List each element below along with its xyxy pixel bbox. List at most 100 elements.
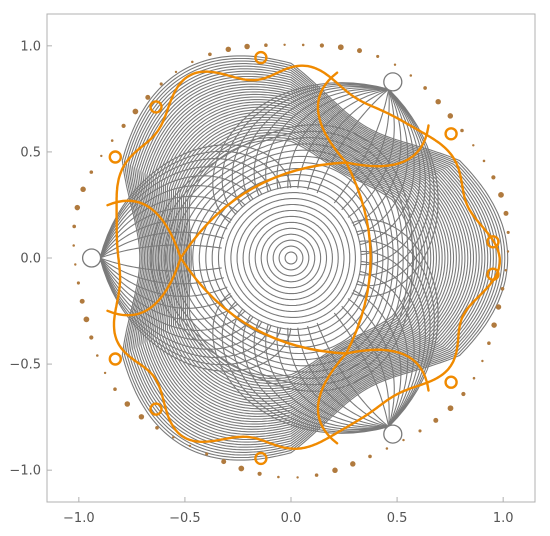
separatrix-curl xyxy=(254,451,268,466)
boundary-dot xyxy=(447,113,454,119)
separatrix-branch xyxy=(106,256,182,317)
singularity-holes xyxy=(81,72,403,444)
boundary-dot xyxy=(472,376,476,380)
boundary-dot xyxy=(337,44,344,51)
inner-contour-line xyxy=(278,245,304,271)
boundary-dot xyxy=(80,186,86,193)
outer-contour-line xyxy=(125,60,503,456)
fan-contour-line xyxy=(351,219,439,428)
fan-contour-line xyxy=(360,88,426,266)
outer-contour-line xyxy=(152,93,466,423)
inner-contour-line xyxy=(284,251,298,265)
inner-contour-line xyxy=(230,198,351,318)
y-axis-ticks: 1.0 0.5 0.0 −0.5 −1.0 xyxy=(9,39,52,479)
boundary-dot xyxy=(357,48,362,54)
fan-contour-line xyxy=(99,257,246,331)
boundary-dot xyxy=(435,98,441,105)
outer-contour-line xyxy=(148,88,472,428)
fan-contour-line xyxy=(231,84,389,208)
boundary-dot xyxy=(221,459,227,465)
boundary-dot xyxy=(481,359,484,363)
fan-contour-line xyxy=(355,229,435,428)
outer-contour-line xyxy=(164,109,449,407)
outer-contour-line xyxy=(182,131,423,385)
boundary-dot xyxy=(482,159,486,163)
contour-lines xyxy=(99,55,509,461)
boundary-dot xyxy=(283,43,286,47)
boundary-dot xyxy=(172,436,175,439)
separatrix-branch xyxy=(345,348,430,392)
boundary-dot xyxy=(447,405,454,412)
boundary-dot xyxy=(238,465,245,472)
inner-contour-line xyxy=(205,174,373,342)
separatrix-curl xyxy=(108,150,123,164)
boundary-dot xyxy=(314,473,319,477)
boundary-dot xyxy=(208,52,212,57)
boundary-dot xyxy=(491,175,496,180)
x-tick-label: 0.5 xyxy=(387,511,408,526)
outer-contour-line xyxy=(158,101,457,415)
boundary-dot xyxy=(188,444,192,448)
boundary-dot xyxy=(96,354,99,357)
boundary-dot xyxy=(500,286,505,291)
fan-contour-line xyxy=(359,240,431,428)
inner-contour-line xyxy=(198,168,379,348)
boundary-dot xyxy=(498,192,504,198)
y-tick-label: 0.0 xyxy=(20,252,41,267)
outer-contour-line xyxy=(134,70,492,446)
boundary-dot xyxy=(89,170,94,174)
outer-contour-line xyxy=(168,114,443,402)
x-tick-label: 1.0 xyxy=(493,511,514,526)
outer-contour-line xyxy=(136,73,489,443)
boundary-dot xyxy=(350,461,356,467)
boundary-dot xyxy=(301,43,305,47)
boundary-dot xyxy=(89,335,94,340)
boundary-dot xyxy=(296,476,299,479)
fan-contour-line xyxy=(276,326,389,428)
outer-contour-line xyxy=(160,104,455,412)
outer-contour-line xyxy=(138,75,486,441)
separatrix-curl xyxy=(444,127,458,141)
boundary-dot xyxy=(376,54,380,58)
y-tick-label: 0.5 xyxy=(20,145,41,160)
separatrix-curl xyxy=(254,50,268,65)
boundary-dot xyxy=(491,322,497,328)
fan-contour-line xyxy=(99,207,233,259)
fan-contour-line xyxy=(360,250,426,428)
inner-contour-line xyxy=(164,137,404,379)
fan-contour-line xyxy=(242,314,389,431)
outer-contour-line xyxy=(140,78,483,438)
fan-contour-line xyxy=(99,257,292,372)
boundary-dot xyxy=(385,447,389,450)
singularity-hole xyxy=(81,248,102,268)
fan-contour-line xyxy=(212,292,389,434)
boundary-dot xyxy=(472,144,475,147)
y-tick-label: −1.0 xyxy=(9,464,41,479)
outer-contour-line xyxy=(180,129,426,387)
separatrix-outer-loop xyxy=(112,64,501,450)
fan-contour-line xyxy=(360,260,421,428)
outer-contour-line xyxy=(170,116,440,400)
boundary-dot xyxy=(460,128,464,133)
inner-contour-line xyxy=(192,161,384,355)
outer-contour-line xyxy=(129,65,497,451)
fan-contour-line xyxy=(221,301,389,433)
singularity-hole xyxy=(383,424,403,444)
fan-contour-line xyxy=(333,312,390,427)
fan-contour-line xyxy=(265,324,389,428)
outer-contour-line xyxy=(123,57,506,459)
boundary-dot xyxy=(79,298,85,304)
fan-contour-line xyxy=(99,257,263,350)
inner-contour-line xyxy=(242,209,339,307)
outer-contour-line xyxy=(146,86,475,430)
fan-contour-line xyxy=(99,158,272,259)
boundary-dot xyxy=(145,94,151,100)
boundary-dot xyxy=(174,70,178,74)
fan-contour-line xyxy=(99,257,272,358)
fan-contour-line xyxy=(352,88,402,227)
fan-contour-line xyxy=(287,88,389,189)
fan-contour-line xyxy=(99,244,222,259)
boundary-dot xyxy=(103,371,107,375)
fan-contour-line xyxy=(341,305,390,427)
boundary-dot xyxy=(225,46,232,53)
